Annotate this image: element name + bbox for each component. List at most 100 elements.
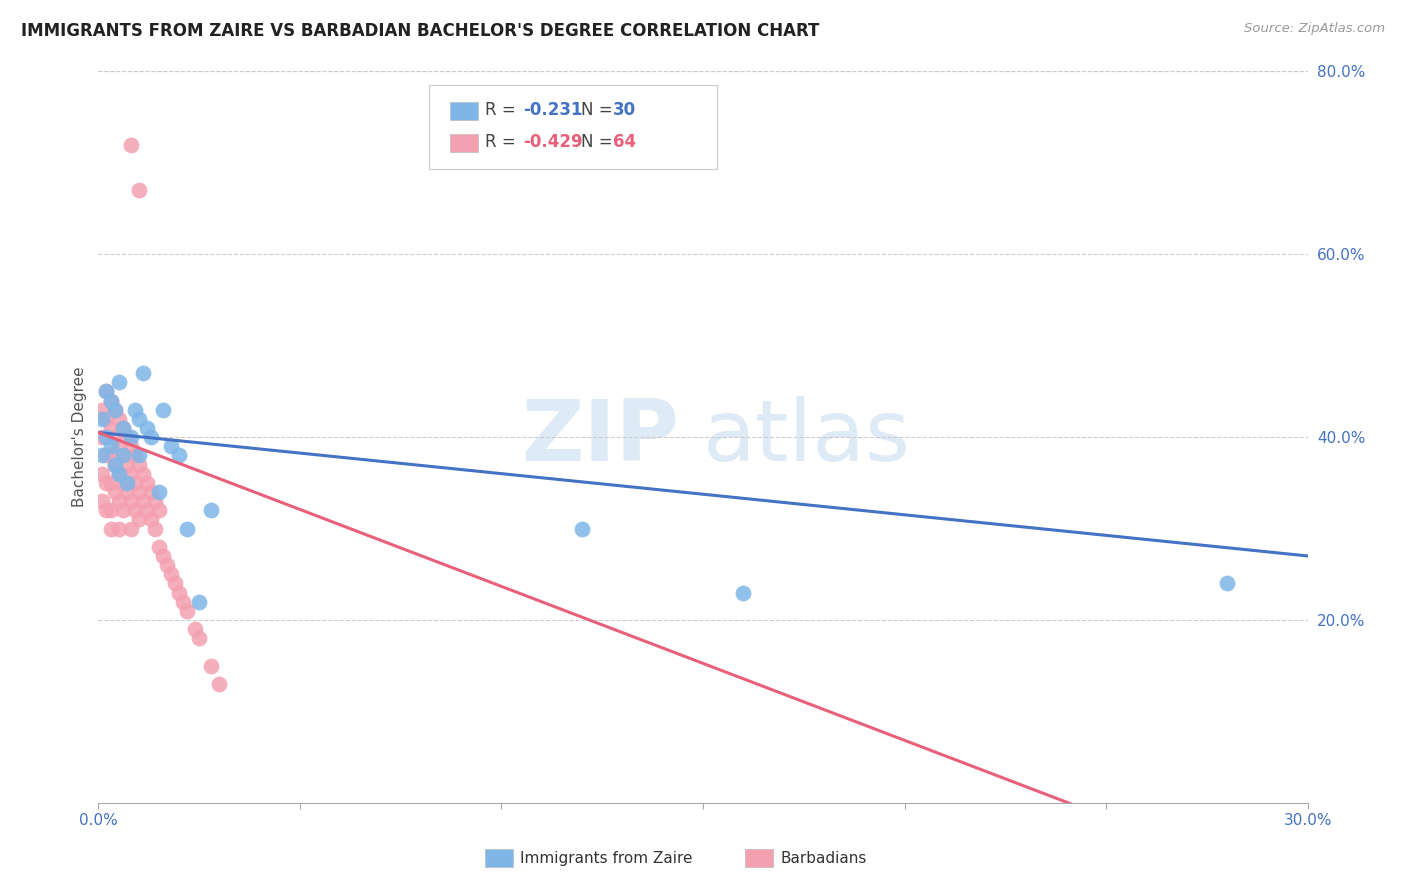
- Point: [91, 467, 114, 481]
- Text: Source: ZipAtlas.com: Source: ZipAtlas.com: [1244, 22, 1385, 36]
- Point: [208, 677, 231, 691]
- Point: [100, 421, 122, 435]
- Point: [96, 475, 118, 490]
- Text: R =: R =: [485, 101, 522, 119]
- Point: [124, 503, 146, 517]
- Point: [96, 430, 118, 444]
- Point: [160, 439, 183, 453]
- Point: [124, 475, 146, 490]
- Point: [132, 494, 155, 508]
- Point: [120, 521, 142, 535]
- Point: [184, 622, 207, 636]
- Point: [135, 475, 157, 490]
- Point: [96, 448, 118, 462]
- Point: [152, 549, 174, 563]
- Point: [115, 430, 138, 444]
- Point: [139, 512, 162, 526]
- Point: [91, 402, 114, 417]
- Point: [188, 632, 211, 646]
- Point: [124, 402, 146, 417]
- Point: [120, 494, 142, 508]
- Point: [176, 521, 198, 535]
- Point: [96, 503, 118, 517]
- Point: [111, 448, 134, 462]
- Point: [1216, 576, 1239, 591]
- Point: [115, 458, 138, 472]
- Point: [188, 594, 211, 608]
- Point: [139, 485, 162, 500]
- Point: [100, 393, 122, 408]
- Point: [100, 475, 122, 490]
- Point: [135, 503, 157, 517]
- Text: -0.429: -0.429: [523, 133, 582, 151]
- Point: [100, 439, 122, 453]
- Point: [103, 402, 125, 417]
- Point: [132, 467, 155, 481]
- Text: IMMIGRANTS FROM ZAIRE VS BARBADIAN BACHELOR'S DEGREE CORRELATION CHART: IMMIGRANTS FROM ZAIRE VS BARBADIAN BACHE…: [21, 22, 820, 40]
- Point: [156, 558, 179, 573]
- Point: [107, 375, 129, 389]
- Text: atlas: atlas: [703, 395, 911, 479]
- Point: [96, 384, 118, 399]
- Point: [152, 402, 174, 417]
- Point: [135, 421, 157, 435]
- Point: [96, 412, 118, 426]
- Point: [148, 540, 170, 554]
- Point: [120, 430, 142, 444]
- Point: [200, 658, 222, 673]
- Point: [107, 467, 129, 481]
- Point: [91, 430, 114, 444]
- Point: [100, 503, 122, 517]
- Point: [103, 402, 125, 417]
- Point: [103, 458, 125, 472]
- Point: [143, 494, 166, 508]
- Point: [167, 448, 190, 462]
- Point: [128, 512, 150, 526]
- Point: [571, 521, 593, 535]
- Point: [107, 467, 129, 481]
- Point: [91, 412, 114, 426]
- Point: [176, 604, 198, 618]
- Point: [107, 412, 129, 426]
- Point: [100, 448, 122, 462]
- Point: [128, 485, 150, 500]
- Point: [96, 384, 118, 399]
- Point: [120, 467, 142, 481]
- Point: [160, 567, 183, 582]
- Point: [124, 448, 146, 462]
- Point: [148, 485, 170, 500]
- Point: [115, 485, 138, 500]
- Point: [120, 439, 142, 453]
- Point: [103, 430, 125, 444]
- Point: [111, 503, 134, 517]
- Text: Barbadians: Barbadians: [780, 851, 866, 865]
- Text: ZIP: ZIP: [522, 395, 679, 479]
- Point: [172, 594, 194, 608]
- Point: [91, 494, 114, 508]
- Text: -0.231: -0.231: [523, 101, 582, 119]
- Point: [120, 137, 142, 152]
- Point: [107, 439, 129, 453]
- Point: [128, 458, 150, 472]
- Text: N =: N =: [581, 133, 617, 151]
- Point: [200, 503, 222, 517]
- Text: Immigrants from Zaire: Immigrants from Zaire: [520, 851, 693, 865]
- Point: [128, 412, 150, 426]
- Text: N =: N =: [581, 101, 617, 119]
- Point: [115, 475, 138, 490]
- Point: [128, 448, 150, 462]
- Point: [167, 585, 190, 599]
- Point: [733, 585, 755, 599]
- Point: [163, 576, 186, 591]
- Point: [100, 393, 122, 408]
- Point: [100, 521, 122, 535]
- Point: [111, 421, 134, 435]
- Point: [103, 485, 125, 500]
- Text: R =: R =: [485, 133, 522, 151]
- Point: [111, 421, 134, 435]
- Text: 64: 64: [613, 133, 636, 151]
- Point: [91, 448, 114, 462]
- Point: [128, 183, 150, 197]
- Text: 30: 30: [613, 101, 636, 119]
- Point: [139, 430, 162, 444]
